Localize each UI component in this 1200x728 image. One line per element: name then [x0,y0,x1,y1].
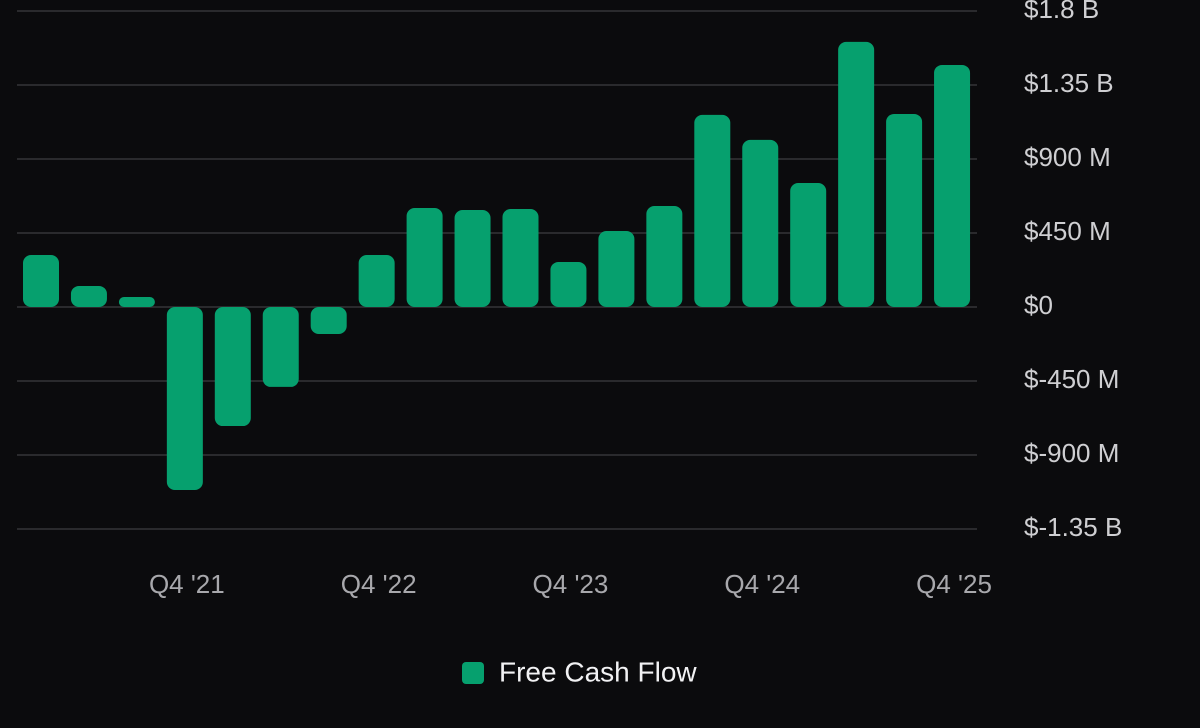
bar [742,139,779,307]
bar [598,231,635,307]
bar [454,209,491,307]
x-tick-label: Q4 '21 [149,569,225,599]
bar [70,285,107,307]
bar [646,206,683,307]
bar [118,296,155,307]
bar [262,307,299,387]
bar [358,255,395,307]
y-tick-label: $1.8 B [1024,0,1099,24]
y-tick-label: $-900 M [1024,438,1119,468]
bar [694,114,731,307]
bar [406,208,443,307]
bar [166,307,203,491]
y-tick-label: $1.35 B [1024,68,1114,98]
bar [886,113,923,307]
y-tick-label: $900 M [1024,142,1111,172]
bar [502,208,539,307]
legend-label: Free Cash Flow [499,656,697,687]
bar [23,255,59,307]
x-tick-label: Q4 '22 [341,569,417,599]
bar [790,183,827,307]
bar [310,307,347,334]
bar [550,261,587,307]
x-tick-label: Q4 '23 [533,569,609,599]
y-tick-label: $-450 M [1024,364,1119,394]
legend-swatch [462,662,484,684]
y-tick-label: $0 [1024,290,1053,320]
x-tick-label: Q4 '24 [724,569,800,599]
y-tick-label: $-1.35 B [1024,512,1122,542]
bar [214,307,251,427]
bar [934,64,971,307]
x-tick-label: Q4 '25 [916,569,992,599]
y-tick-label: $450 M [1024,216,1111,246]
bar [838,41,875,307]
